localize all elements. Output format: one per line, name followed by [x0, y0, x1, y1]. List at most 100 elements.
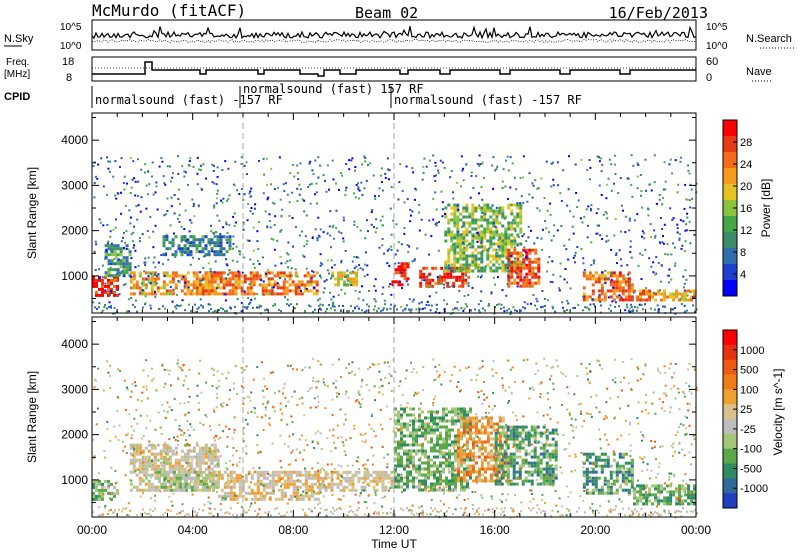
scatter-cell: [502, 168, 505, 171]
scatter-cell: [132, 446, 135, 449]
echo-cell: [498, 206, 502, 210]
echo-cell: [458, 284, 462, 288]
echo-cell: [159, 286, 163, 290]
echo-cell: [95, 488, 98, 492]
echo-cell: [208, 479, 212, 483]
echo-cell: [172, 482, 176, 486]
echo-cell: [119, 259, 123, 263]
scatter-cell: [107, 160, 110, 163]
echo-cell: [467, 275, 471, 279]
echo-cell: [439, 416, 442, 420]
echo-cell: [444, 269, 448, 273]
echo-cell: [186, 289, 190, 293]
echo-cell: [210, 292, 214, 296]
echo-cell: [465, 230, 469, 234]
echo-cell: [409, 413, 412, 417]
scatter-cell: [608, 158, 611, 161]
echo-cell: [135, 473, 139, 477]
echo-cell: [439, 482, 442, 486]
echo-cell: [627, 470, 631, 474]
echo-cell: [107, 259, 111, 263]
echo-cell: [500, 443, 504, 447]
echo-cell: [324, 485, 328, 489]
scatter-cell: [514, 257, 516, 260]
echo-cell: [247, 485, 251, 489]
nave-label: Nave: [746, 66, 772, 78]
echo-cell: [286, 476, 290, 480]
echo-cell: [456, 227, 460, 231]
echo-cell: [480, 422, 484, 426]
scatter-cell: [607, 296, 610, 299]
echo-cell: [465, 260, 469, 264]
echo-cell: [447, 221, 451, 225]
ground-scatter-cell: [642, 308, 644, 311]
echo-cell: [451, 467, 454, 471]
scatter-cell: [228, 269, 231, 271]
scatter-cell: [662, 242, 665, 245]
echo-cell: [95, 482, 98, 486]
echo-cell: [424, 452, 427, 456]
echo-cell: [169, 488, 173, 492]
scatter-cell: [577, 199, 580, 202]
echo-cell: [463, 407, 466, 411]
scatter-cell: [686, 212, 689, 215]
echo-cell: [645, 289, 649, 293]
echo-cell: [492, 209, 496, 213]
echo-cell: [412, 431, 415, 435]
echo-cell: [612, 274, 616, 278]
echo-cell: [216, 277, 220, 281]
echo-cell: [495, 242, 499, 246]
echo-cell: [468, 269, 472, 273]
scatter-cell: [507, 263, 510, 266]
scatter-cell: [461, 169, 464, 172]
scatter-cell: [407, 283, 410, 286]
echo-cell: [618, 298, 622, 302]
scatter-cell: [580, 158, 583, 161]
scatter-cell: [268, 213, 271, 216]
scatter-cell: [373, 226, 375, 229]
echo-cell: [101, 494, 104, 498]
echo-cell: [516, 263, 520, 267]
scatter-cell: [613, 182, 615, 185]
echo-cell: [390, 485, 394, 489]
echo-cell: [539, 458, 543, 462]
echo-cell: [442, 407, 445, 411]
echo-cell: [521, 482, 525, 486]
scatter-cell: [492, 221, 495, 224]
scatter-cell: [144, 302, 147, 305]
scatter-cell: [639, 252, 642, 255]
echo-cell: [232, 479, 236, 483]
echo-cell: [615, 467, 619, 471]
scatter-cell: [411, 210, 414, 213]
echo-cell: [292, 470, 296, 474]
scatter-cell: [359, 267, 362, 270]
echo-cell: [609, 476, 613, 480]
echo-cell: [597, 488, 601, 492]
echo-cell: [412, 413, 415, 417]
echo-cell: [666, 295, 670, 299]
echo-cell: [516, 215, 520, 219]
scatter-cell: [144, 261, 147, 264]
echo-cell: [545, 479, 549, 483]
echo-cell: [154, 470, 158, 474]
scatter-cell: [115, 256, 118, 259]
ground-scatter-cell: [208, 310, 210, 313]
echo-cell: [654, 487, 658, 491]
echo-cell: [465, 257, 469, 261]
echo-cell: [297, 283, 301, 287]
ground-scatter-cell: [574, 306, 576, 309]
echo-cell: [548, 470, 552, 474]
echo-cell: [597, 274, 601, 278]
echo-cell: [483, 227, 487, 231]
scatter-cell: [241, 271, 244, 274]
echo-cell: [340, 271, 344, 275]
echo-cell: [409, 449, 412, 453]
scatter-cell: [328, 188, 330, 191]
scatter-cell: [118, 274, 121, 277]
scatter-cell: [428, 295, 431, 298]
echo-cell: [336, 476, 340, 480]
echo-cell: [286, 482, 290, 486]
scatter-cell: [273, 188, 276, 191]
scatter-cell: [653, 229, 656, 232]
echo-cell: [492, 455, 496, 459]
